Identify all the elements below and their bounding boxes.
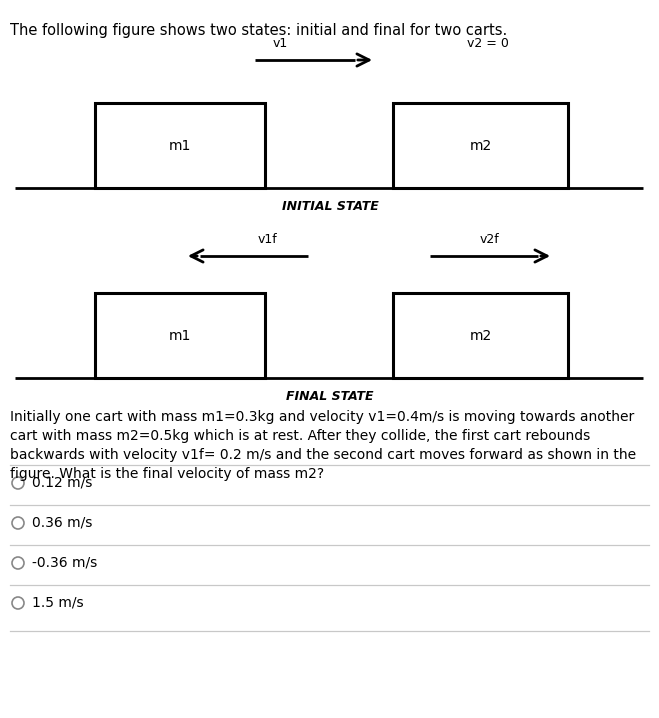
Bar [393, 293, 568, 378]
Text: 0.36 m/s: 0.36 m/s [32, 516, 92, 530]
Text: v2f: v2f [480, 233, 500, 246]
Bar [393, 103, 568, 188]
Text: v1f: v1f [258, 233, 278, 246]
Text: Initially one cart with mass m1=0.3kg and velocity v1=0.4m/s is moving towards a: Initially one cart with mass m1=0.3kg an… [10, 410, 634, 424]
Text: m2: m2 [469, 329, 492, 342]
Text: FINAL STATE: FINAL STATE [286, 390, 374, 403]
Text: m2: m2 [469, 139, 492, 152]
Text: v2 = 0: v2 = 0 [467, 37, 509, 50]
Text: 1.5 m/s: 1.5 m/s [32, 596, 84, 610]
Text: INITIAL STATE: INITIAL STATE [281, 200, 378, 213]
Text: cart with mass m2=0.5kg which is at rest. After they collide, the first cart reb: cart with mass m2=0.5kg which is at rest… [10, 429, 590, 443]
Text: The following figure shows two states: initial and final for two carts.: The following figure shows two states: i… [10, 23, 507, 38]
Text: v1: v1 [272, 37, 287, 50]
Text: -0.36 m/s: -0.36 m/s [32, 556, 98, 570]
Bar [95, 103, 265, 188]
Text: figure. What is the final velocity of mass m2?: figure. What is the final velocity of ma… [10, 467, 324, 481]
Text: 0.12 m/s: 0.12 m/s [32, 476, 92, 490]
Text: m1: m1 [169, 329, 191, 342]
Text: m1: m1 [169, 139, 191, 152]
Text: backwards with velocity v1f= 0.2 m/s and the second cart moves forward as shown : backwards with velocity v1f= 0.2 m/s and… [10, 448, 636, 462]
Bar [95, 293, 265, 378]
